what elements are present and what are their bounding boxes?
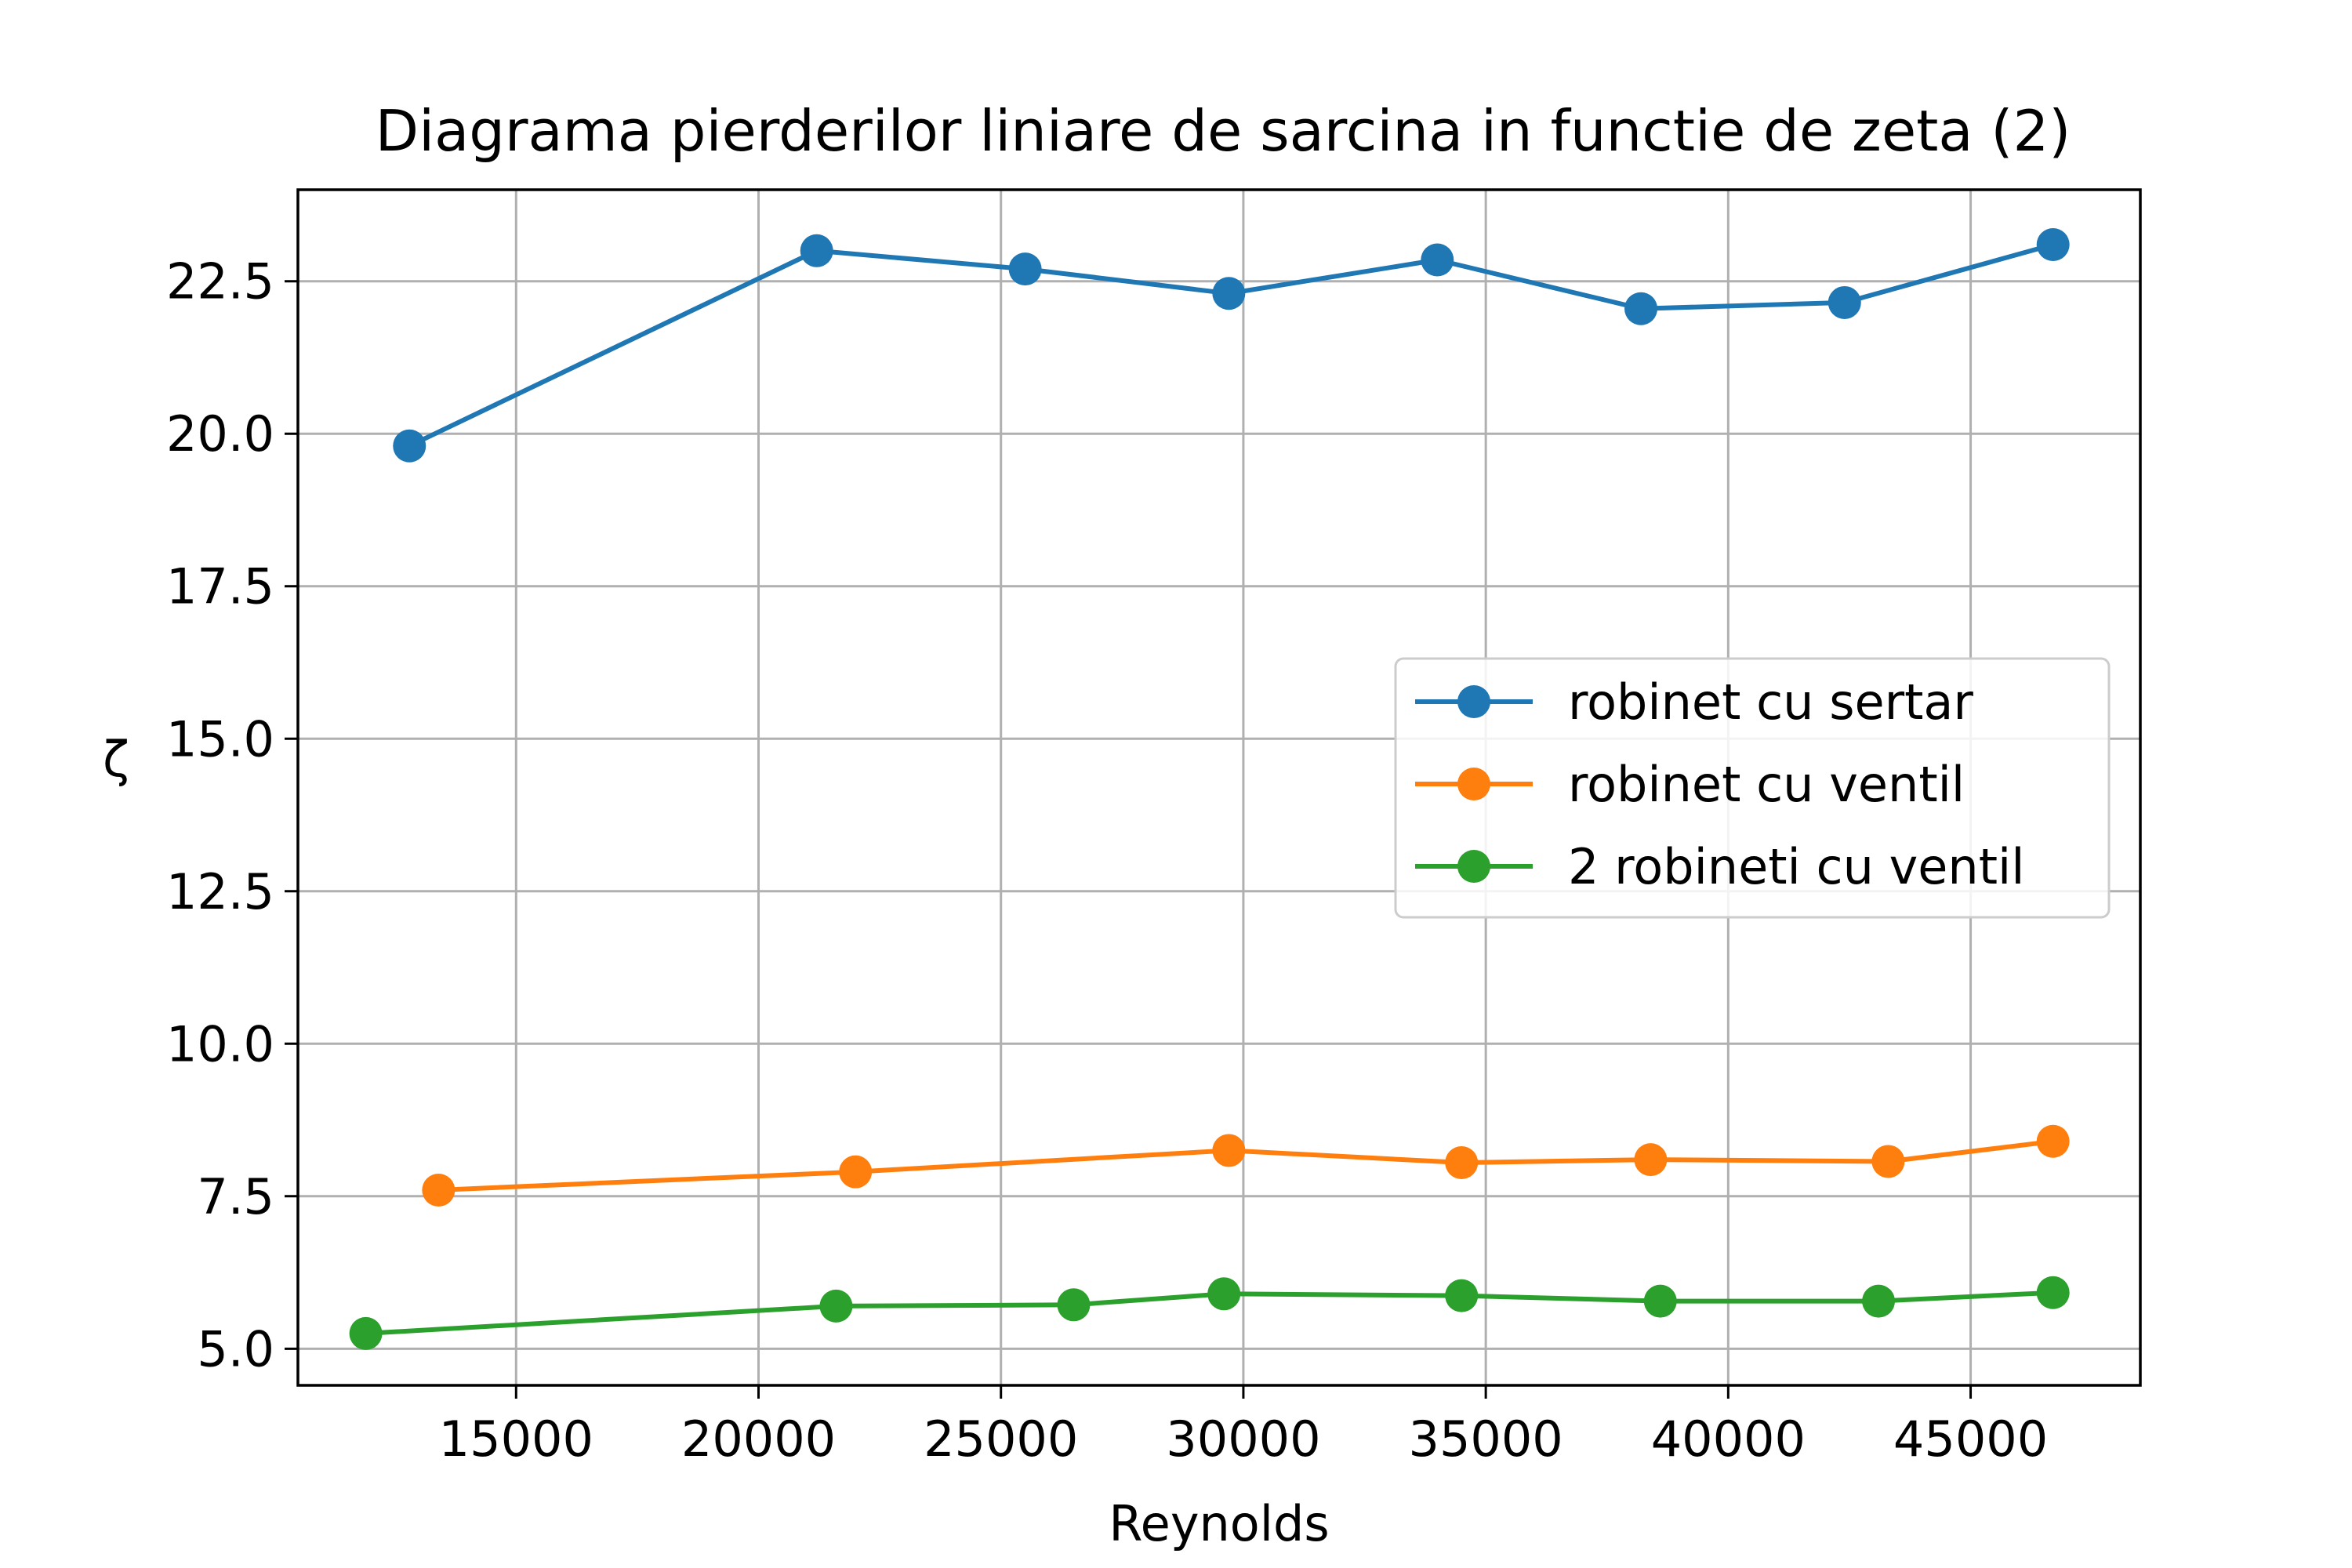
x-axis: 15000 20000 25000 30000 35000 40000 45000 xyxy=(439,1385,2048,1468)
y-tick-label: 22.5 xyxy=(166,253,274,310)
data-point xyxy=(1871,1145,1905,1178)
data-point xyxy=(349,1316,383,1350)
series-line xyxy=(365,1290,2053,1336)
x-tick-label: 35000 xyxy=(1409,1410,1563,1468)
data-point xyxy=(839,1155,873,1189)
x-tick-label: 45000 xyxy=(1893,1410,2048,1468)
legend-marker xyxy=(1457,685,1490,718)
legend-marker xyxy=(1457,850,1490,883)
legend-label: robinet cu sertar xyxy=(1568,673,1973,731)
series-line xyxy=(408,242,2054,448)
data-point xyxy=(393,429,426,463)
x-tick-label: 40000 xyxy=(1651,1410,1806,1468)
y-axis: 5.0 7.5 10.0 12.5 15.0 17.5 20.0 22.5 xyxy=(166,253,298,1377)
x-tick-label: 25000 xyxy=(924,1410,1078,1468)
y-tick-label: 20.0 xyxy=(166,405,274,463)
y-axis-label: ζ xyxy=(103,731,129,788)
data-point xyxy=(1634,1143,1668,1177)
data-point xyxy=(1643,1284,1677,1318)
legend-box xyxy=(1394,657,2111,919)
legend-item: robinet cu ventil xyxy=(1415,756,1965,813)
y-tick-label: 17.5 xyxy=(166,558,274,615)
data-point xyxy=(1862,1284,1896,1318)
data-point xyxy=(1008,252,1042,286)
legend-item: 2 robineti cu ventil xyxy=(1415,838,2024,895)
data-point xyxy=(1421,243,1454,277)
x-tick-label: 30000 xyxy=(1166,1410,1320,1468)
data-point xyxy=(1624,292,1658,325)
data-point xyxy=(1445,1146,1479,1180)
data-point xyxy=(1207,1277,1241,1311)
y-tick-label: 15.0 xyxy=(166,710,274,768)
data-point xyxy=(1828,285,1861,319)
y-tick-label: 10.0 xyxy=(166,1015,274,1073)
plot-frame xyxy=(296,188,2142,1387)
x-tick-label: 20000 xyxy=(681,1410,836,1468)
y-tick-label: 7.5 xyxy=(197,1168,274,1225)
chart-title: Diagrama pierderilor liniare de sarcina … xyxy=(376,98,2071,164)
data-point xyxy=(2036,228,2070,262)
legend-label: 2 robineti cu ventil xyxy=(1568,838,2024,895)
data-point xyxy=(800,234,833,267)
legend-label: robinet cu ventil xyxy=(1568,756,1965,813)
data-point xyxy=(1445,1279,1479,1312)
x-axis-label: Reynolds xyxy=(1109,1495,1329,1552)
data-point xyxy=(1057,1288,1091,1322)
series-group xyxy=(349,228,2070,1350)
legend-item: robinet cu sertar xyxy=(1415,673,1973,731)
series-3 xyxy=(349,1276,2070,1350)
data-point xyxy=(1212,277,1246,310)
series-2 xyxy=(422,1124,2070,1207)
legend-marker xyxy=(1457,768,1490,800)
data-point xyxy=(2036,1124,2070,1158)
data-point xyxy=(2036,1276,2070,1309)
y-tick-label: 12.5 xyxy=(166,863,274,920)
data-point xyxy=(819,1289,853,1323)
series-1 xyxy=(393,228,2070,463)
legend: robinet cu sertar robinet cu ventil 2 robi… xyxy=(1394,657,2111,919)
data-point xyxy=(422,1174,456,1207)
x-tick-label: 15000 xyxy=(439,1410,593,1468)
data-point xyxy=(1212,1134,1246,1167)
y-tick-label: 5.0 xyxy=(197,1320,274,1377)
